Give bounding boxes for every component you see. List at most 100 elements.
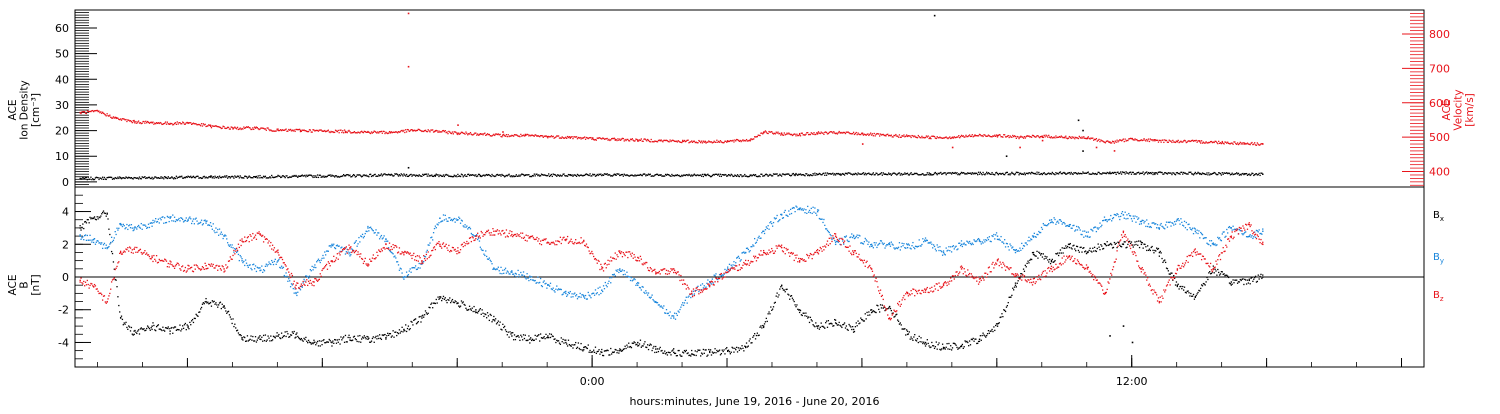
bx-series-point	[763, 327, 764, 328]
bx-series-point	[652, 348, 653, 349]
bx-series-point	[553, 336, 554, 337]
bx-series-point	[308, 340, 309, 341]
bx-series-point	[339, 343, 340, 344]
density-series-point	[491, 174, 492, 175]
velocity-series-point	[1044, 136, 1045, 137]
by-series-point	[217, 229, 218, 230]
bx-series-point	[498, 320, 499, 321]
bx-series-point	[250, 335, 251, 336]
density-series-point	[571, 174, 572, 175]
bx-series-point	[928, 343, 929, 344]
velocity-series-point	[349, 131, 350, 132]
density-series-point	[258, 175, 259, 176]
by-series-point	[135, 227, 136, 228]
bx-series-point	[1073, 245, 1074, 246]
density-series-point	[480, 175, 481, 176]
bx-series-point	[1116, 243, 1117, 244]
density-series-point	[971, 174, 972, 175]
by-series-point	[243, 261, 244, 262]
bx-series-point	[868, 311, 869, 312]
bx-series-point	[276, 332, 277, 333]
velocity-series-point	[151, 122, 152, 123]
by-series-point	[118, 228, 119, 229]
by-series-point	[96, 242, 97, 243]
bx-series-point	[485, 314, 486, 315]
velocity-series-point	[745, 140, 746, 141]
bx-series-point	[877, 305, 878, 306]
velocity-series-point	[542, 135, 543, 136]
density-series-point	[374, 174, 375, 175]
bx-series-point	[967, 342, 968, 343]
bx-series-point	[1066, 247, 1067, 248]
bx-series-point	[247, 335, 248, 336]
velocity-series-point	[178, 123, 179, 124]
bx-series-point	[191, 320, 192, 321]
velocity-series-point	[187, 122, 188, 123]
velocity-series-point	[1218, 141, 1219, 142]
density-series-point	[1246, 173, 1247, 174]
velocity-series-point	[1083, 136, 1084, 137]
density-series-point	[702, 174, 703, 175]
density-series-point	[1142, 173, 1143, 174]
bottom-data	[80, 206, 1264, 357]
density-series-point	[567, 176, 568, 177]
bx-series-point	[906, 329, 907, 330]
velocity-series-point	[437, 130, 438, 131]
by-series-point	[688, 295, 689, 296]
by-series-point	[417, 269, 418, 270]
bx-series-point	[1231, 281, 1232, 282]
bx-series-point	[365, 337, 366, 338]
velocity-series-point	[106, 113, 107, 114]
bx-series-point	[450, 302, 451, 303]
velocity-series-point	[1262, 143, 1263, 144]
bx-series-point	[651, 344, 652, 345]
bx-series-point	[147, 325, 148, 326]
bx-series-point	[972, 339, 973, 340]
density-series-point	[380, 175, 381, 176]
bx-series-point	[1105, 244, 1106, 245]
bx-series-point	[1260, 274, 1261, 275]
velocity-series-point	[243, 126, 244, 127]
by-series	[80, 206, 1264, 320]
bx-series-point	[916, 340, 917, 341]
bx-series-point	[410, 328, 411, 329]
bx-series-point	[223, 306, 224, 307]
bx-series-point	[1005, 311, 1006, 312]
density-series-point	[732, 175, 733, 176]
by-series-point	[214, 232, 215, 233]
bx-series-point	[938, 342, 939, 343]
density-series-point	[151, 177, 152, 178]
velocity-series-point	[1244, 143, 1245, 144]
bx-series-point	[172, 333, 173, 334]
bx-series-point	[1058, 255, 1059, 256]
density-series-point	[1161, 172, 1162, 173]
bx-series-point	[1106, 245, 1107, 246]
density-series-point	[1023, 174, 1024, 175]
bx-series-point	[1062, 247, 1063, 248]
bx-series-point	[1216, 275, 1217, 276]
bx-series-point	[269, 340, 270, 341]
bx-series-point	[1161, 258, 1162, 259]
density-series-point	[903, 174, 904, 175]
bx-series-point	[1059, 252, 1060, 253]
by-series-point	[651, 294, 652, 295]
velocity-series-point	[906, 134, 907, 135]
density-series-point	[297, 177, 298, 178]
density-series-point	[163, 178, 164, 179]
bx-series-point	[741, 345, 742, 346]
bx-series-point	[169, 330, 170, 331]
bx-series-point	[952, 347, 953, 348]
velocity-series-point	[701, 141, 702, 142]
bx-series-point	[979, 339, 980, 340]
density-series-point	[767, 174, 768, 175]
velocity-series-point	[525, 135, 526, 136]
by-series-point	[663, 305, 664, 306]
bx-series-point	[180, 330, 181, 331]
by-series-point	[133, 229, 134, 230]
by-series-point	[514, 275, 515, 276]
bx-series-point	[540, 333, 541, 334]
velocity-series-point	[334, 132, 335, 133]
bx-series-point	[748, 345, 749, 346]
by-series-point	[520, 272, 521, 273]
bx-series-point	[1192, 296, 1193, 297]
